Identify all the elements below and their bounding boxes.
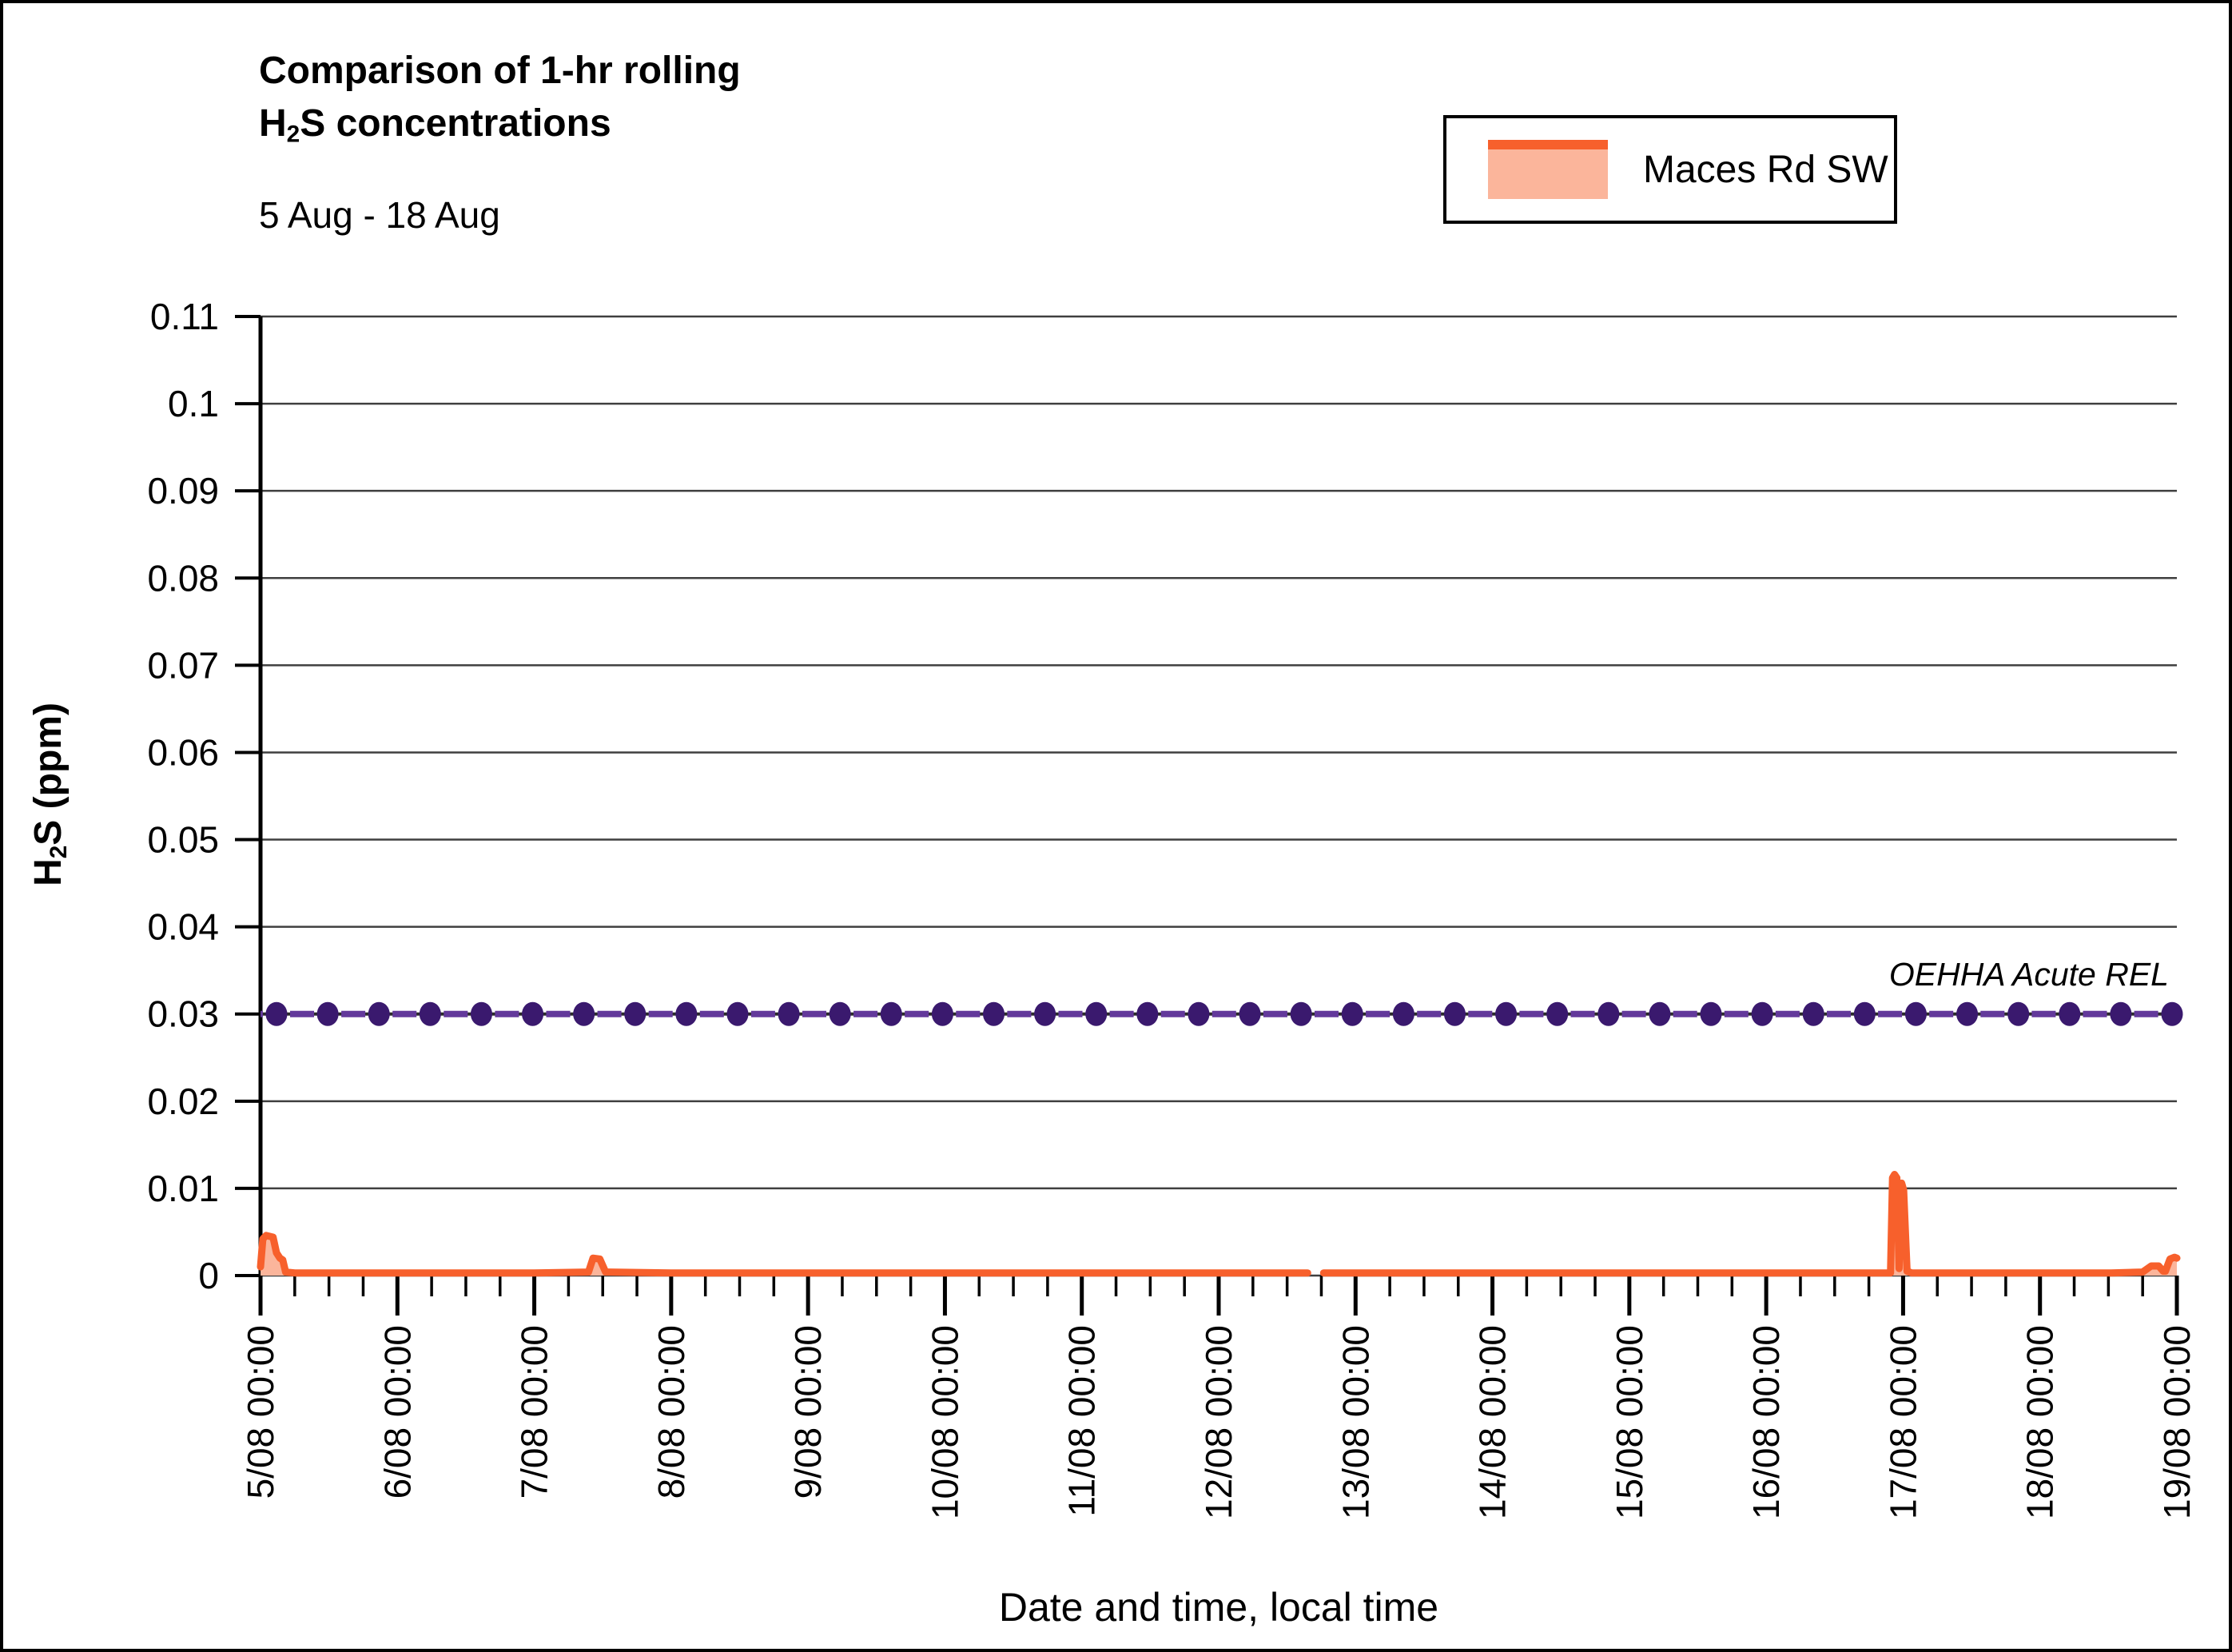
x-tick-label: 5/08 00:00: [240, 1325, 281, 1499]
x-tick-label: 8/08 00:00: [651, 1325, 692, 1499]
ref-marker-dot: [1904, 1001, 1927, 1026]
ref-marker-dot: [1290, 1001, 1312, 1026]
ref-marker-dot: [419, 1001, 441, 1026]
ref-marker-dot: [880, 1001, 902, 1026]
series-area: [1323, 1174, 2177, 1276]
x-tick-label: 19/08 00:00: [2156, 1325, 2198, 1519]
y-tick-label: 0.04: [147, 906, 219, 948]
ref-marker-dot: [1136, 1001, 1159, 1026]
subscript-2: 2: [286, 121, 300, 148]
legend-swatch: [1488, 140, 1608, 199]
y-tick-label: 0: [198, 1255, 219, 1296]
y-tick-label: 0.08: [147, 557, 219, 599]
y-tick-label: 0.11: [150, 296, 219, 337]
legend-swatch-line: [1488, 140, 1608, 149]
ref-marker-dot: [1597, 1001, 1620, 1026]
ref-marker-dot: [829, 1001, 851, 1026]
legend-box: Maces Rd SW: [1443, 115, 1897, 224]
ref-marker-dot: [1956, 1001, 1979, 1026]
subscript-2: 2: [46, 845, 73, 859]
ref-line-label: OEHHA Acute REL: [1888, 956, 2169, 993]
ref-marker-dot: [368, 1001, 390, 1026]
y-tick-label: 0.02: [147, 1081, 219, 1122]
ref-marker-dot: [2110, 1001, 2132, 1026]
chart-title-line2: H2S concentrations: [259, 102, 611, 148]
chart-subtitle: 5 Aug - 18 Aug: [259, 194, 500, 236]
ref-marker-dot: [1802, 1001, 1824, 1026]
chart-title-line1: Comparison of 1-hr rolling: [259, 50, 741, 92]
ref-marker-dot: [1700, 1001, 1722, 1026]
ref-marker-dot: [931, 1001, 953, 1026]
ref-marker-dot: [522, 1001, 544, 1026]
legend-swatch-fill: [1488, 149, 1608, 199]
ref-marker-dot: [2161, 1001, 2183, 1026]
legend-series-label: Maces Rd SW: [1643, 148, 1888, 191]
ref-marker-dot: [2007, 1001, 2030, 1026]
ref-marker-dot: [573, 1001, 595, 1026]
x-axis-title: Date and time, local time: [998, 1585, 1439, 1630]
ref-marker-dot: [1649, 1001, 1671, 1026]
y-tick-label: 0.01: [147, 1168, 219, 1209]
ref-marker-dot: [265, 1001, 288, 1026]
ref-marker-dot: [1546, 1001, 1569, 1026]
ref-marker-dot: [1853, 1001, 1876, 1026]
y-tick-label: 0.05: [147, 819, 219, 861]
ref-marker-dot: [316, 1001, 339, 1026]
ref-marker-dot: [1443, 1001, 1466, 1026]
h2s-time-series-chart: 0 0.01 0.02 0.03 0.04 0.05 0.06 0.07 0.08 0.09 0.1…: [147, 296, 2198, 1519]
x-tick-label: 14/08 00:00: [1472, 1325, 1514, 1519]
x-tick-label: 12/08 00:00: [1198, 1325, 1239, 1519]
x-tick-label: 15/08 00:00: [1609, 1325, 1650, 1519]
ref-marker-dot: [1034, 1001, 1056, 1026]
ref-marker-dot: [624, 1001, 647, 1026]
ref-marker-dot: [470, 1001, 492, 1026]
series-line: [1319, 1171, 2181, 1277]
y-tick-label: 0.1: [168, 383, 219, 424]
ref-marker-dot: [675, 1001, 698, 1026]
y-tick-label: 0.06: [147, 731, 219, 773]
x-tick-label: 18/08 00:00: [2019, 1325, 2061, 1519]
ref-marker-dot: [1751, 1001, 1773, 1026]
y-axis-title: H2S (ppm): [26, 703, 73, 886]
x-tick-label: 11/08 00:00: [1061, 1325, 1103, 1517]
ref-marker-dot: [2059, 1001, 2081, 1026]
series-line: [257, 1232, 1311, 1277]
x-tick-label: 17/08 00:00: [1882, 1325, 1924, 1519]
x-tick-label: 13/08 00:00: [1335, 1325, 1376, 1519]
ref-marker-dot: [1392, 1001, 1414, 1026]
ref-marker-dot: [1188, 1001, 1210, 1026]
ref-marker-dot: [1341, 1001, 1363, 1026]
y-tick-label: 0.07: [147, 644, 219, 686]
ref-marker-dot: [1495, 1001, 1518, 1026]
ref-marker-dot: [983, 1001, 1005, 1026]
x-tick-label: 16/08 00:00: [1745, 1325, 1787, 1519]
x-tick-label: 9/08 00:00: [787, 1325, 829, 1499]
y-tick-label: 0.09: [147, 470, 219, 512]
ref-marker-dot: [1239, 1001, 1261, 1026]
x-tick-label: 7/08 00:00: [514, 1325, 555, 1499]
y-tick-label: 0.03: [147, 993, 219, 1035]
ref-marker-dot: [726, 1001, 749, 1026]
chart-title: Comparison of 1-hr rolling H2S concentra…: [259, 45, 741, 161]
x-tick-label: 6/08 00:00: [376, 1325, 418, 1499]
ref-marker-dot: [778, 1001, 800, 1026]
x-tick-label: 10/08 00:00: [924, 1325, 965, 1519]
ref-marker-dot: [1085, 1001, 1108, 1026]
